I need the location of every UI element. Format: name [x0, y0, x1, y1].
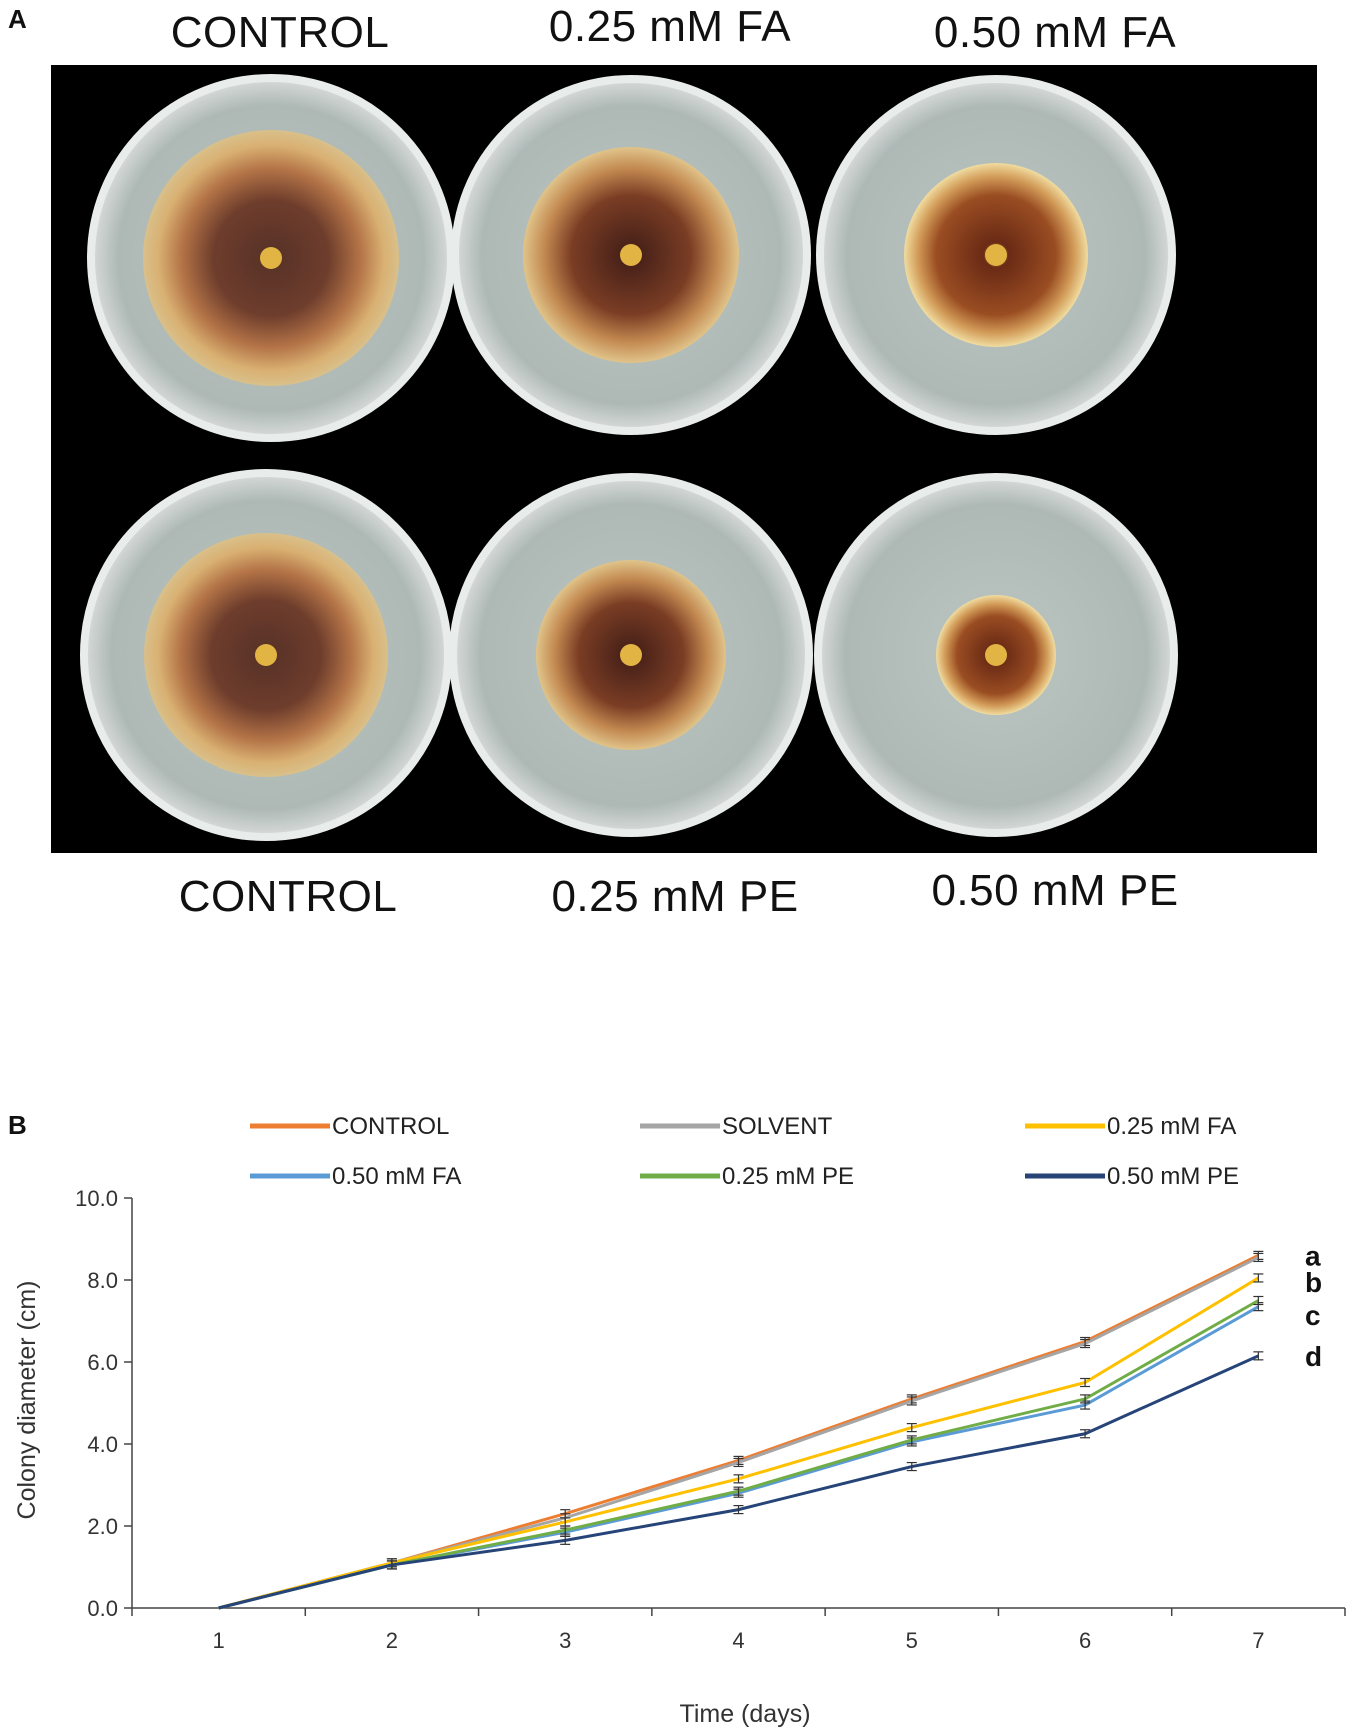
legend-label: 0.25 mM FA — [1107, 1113, 1236, 1140]
y-tick-label: 10.0 — [75, 1186, 118, 1211]
petri-dish-illustration — [80, 74, 1178, 841]
label-bottom-middle: 0.25 mM PE — [551, 872, 799, 921]
dish-025fa — [451, 75, 811, 435]
significance-letter: a — [1305, 1240, 1321, 1271]
x-axis-label: Time (days) — [679, 1700, 810, 1728]
petri-dish-photo — [51, 65, 1317, 853]
legend-label: CONTROL — [332, 1113, 449, 1140]
y-tick-label: 2.0 — [87, 1514, 118, 1539]
y-tick-label: 8.0 — [87, 1268, 118, 1293]
x-tick-label: 6 — [1079, 1628, 1091, 1653]
x-tick-label: 1 — [213, 1628, 225, 1653]
dish-050fa — [816, 75, 1176, 435]
x-tick-label: 4 — [732, 1628, 744, 1653]
legend-label: SOLVENT — [722, 1113, 833, 1140]
growth-line-chart: CONTROL SOLVENT 0.25 mM FA 0.50 mM FA 0.25 m… — [13, 1113, 1346, 1728]
dish-control-bottom — [80, 469, 452, 841]
x-tick-label: 3 — [559, 1628, 571, 1653]
label-top-right: 0.50 mM FA — [933, 8, 1177, 57]
series-line — [218, 1276, 1260, 1610]
panel-b-letter: B — [8, 1110, 27, 1140]
y-tick-label: 6.0 — [87, 1350, 118, 1375]
significance-letter: c — [1305, 1300, 1321, 1331]
x-tick-label: 7 — [1252, 1628, 1264, 1653]
label-bottom-right: 0.50 mM PE — [931, 866, 1179, 915]
dish-050pe — [814, 473, 1178, 837]
series-line — [218, 1299, 1260, 1610]
y-tick-label: 0.0 — [87, 1596, 118, 1621]
legend-label: 0.50 mM PE — [1107, 1163, 1239, 1190]
panel-a-letter: A — [8, 4, 27, 34]
y-axis-label: Colony diameter (cm) — [13, 1281, 41, 1520]
significance-letter: b — [1305, 1267, 1322, 1298]
dish-control-top — [87, 74, 455, 442]
chart-legend: CONTROL SOLVENT 0.25 mM FA 0.50 mM FA 0.25 m… — [250, 1113, 1239, 1190]
legend-label: 0.25 mM PE — [722, 1163, 854, 1190]
x-tick-label: 2 — [386, 1628, 398, 1653]
x-tick-label: 5 — [906, 1628, 918, 1653]
dish-025pe — [449, 473, 813, 837]
label-top-left: CONTROL — [170, 8, 390, 57]
legend-label: 0.50 mM FA — [332, 1163, 461, 1190]
label-bottom-left: CONTROL — [178, 872, 398, 921]
y-tick-label: 4.0 — [87, 1432, 118, 1457]
series-line — [218, 1254, 1260, 1610]
chart-axes: 0.0 2.0 4.0 6.0 8.0 10.0 1 2 3 4 5 6 7 — [75, 1186, 1346, 1653]
series-line — [218, 1256, 1260, 1610]
label-top-middle: 0.25 mM FA — [548, 2, 792, 51]
significance-letter: d — [1305, 1341, 1322, 1372]
